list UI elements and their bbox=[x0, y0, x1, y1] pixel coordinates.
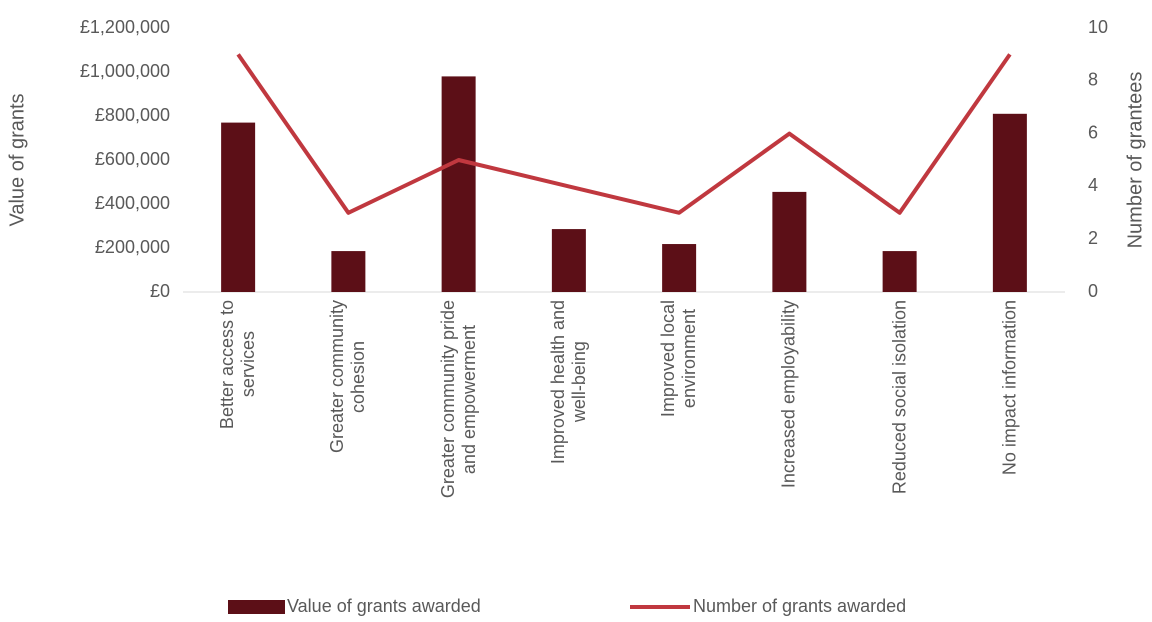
x-tick-label: Better access to services bbox=[217, 300, 259, 430]
y-tick-label: £0 bbox=[150, 281, 170, 301]
y-tick-label: £1,000,000 bbox=[80, 61, 170, 81]
legend-label: Value of grants awarded bbox=[287, 596, 481, 616]
y2-tick-label: 2 bbox=[1088, 228, 1098, 248]
y2-axis-title: Number of grantees bbox=[1124, 72, 1146, 249]
y2-tick-label: 10 bbox=[1088, 17, 1108, 37]
y2-tick-label: 6 bbox=[1088, 122, 1098, 142]
y2-tick-label: 8 bbox=[1088, 70, 1098, 90]
line-series bbox=[236, 53, 1012, 215]
y-tick-label: £800,000 bbox=[95, 105, 170, 125]
bar bbox=[772, 191, 807, 292]
x-tick-label: Greater community cohesion bbox=[327, 300, 369, 454]
bar bbox=[882, 251, 917, 292]
y-tick-label: £1,200,000 bbox=[80, 17, 170, 37]
x-tick-label: Increased employability bbox=[778, 300, 799, 489]
bar bbox=[662, 244, 697, 292]
bar bbox=[992, 113, 1027, 292]
bar bbox=[331, 251, 366, 292]
x-tick-label: No impact information bbox=[999, 300, 1020, 476]
x-tick-label: Reduced social isolation bbox=[889, 300, 910, 495]
x-tick-label: Greater community pride and empowerment bbox=[437, 300, 479, 499]
legend-swatch bbox=[228, 600, 285, 614]
x-tick-label: Improved local environment bbox=[658, 300, 700, 418]
y-axis-title: Value of grants bbox=[6, 93, 28, 226]
y-tick-label: £200,000 bbox=[95, 237, 170, 257]
y2-tick-label: 0 bbox=[1088, 281, 1098, 301]
x-tick-label: Improved health and well-being bbox=[547, 300, 589, 465]
bar bbox=[441, 76, 476, 293]
bar bbox=[551, 229, 586, 292]
y2-tick-label: 4 bbox=[1088, 175, 1098, 195]
y-tick-label: £600,000 bbox=[95, 149, 170, 169]
bar bbox=[221, 122, 256, 292]
legend-label: Number of grants awarded bbox=[693, 596, 906, 616]
y-tick-label: £400,000 bbox=[95, 193, 170, 213]
